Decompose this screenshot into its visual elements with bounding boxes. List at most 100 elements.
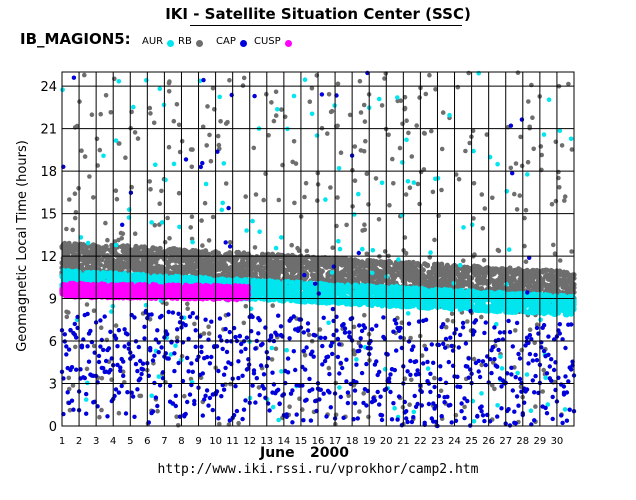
data-point-aur — [220, 200, 225, 206]
data-point-rb — [453, 172, 459, 177]
data-point-rb — [465, 319, 470, 324]
data-point-rb — [414, 123, 420, 128]
data-point-rb — [549, 201, 555, 207]
data-point-rb — [519, 163, 525, 169]
data-point-aur — [352, 212, 357, 217]
data-point-rb — [243, 303, 249, 309]
data-point-rb — [467, 140, 473, 146]
data-point-rb — [241, 75, 247, 81]
data-point-rb — [124, 243, 130, 249]
data-point-rb — [344, 222, 349, 228]
data-point-rb — [398, 98, 404, 103]
data-point-rb — [566, 81, 571, 87]
data-point-rb — [210, 214, 216, 220]
data-point-rb — [390, 156, 395, 162]
data-point-rb — [307, 99, 313, 104]
data-point-aur — [156, 374, 162, 379]
data-point-rb — [455, 84, 461, 90]
data-point-rb — [557, 185, 562, 190]
data-point-rb — [70, 227, 75, 233]
data-point-rb — [164, 301, 169, 307]
data-point-aur — [498, 354, 503, 359]
data-point-aur — [471, 419, 477, 424]
data-point-rb — [66, 375, 72, 381]
data-point-aur — [219, 207, 225, 213]
data-point-rb — [108, 110, 114, 115]
data-point-rb — [252, 245, 258, 250]
data-point-rb — [289, 242, 295, 248]
data-point-rb — [531, 146, 536, 152]
data-point-rb — [256, 385, 262, 390]
data-point-aur — [273, 245, 279, 251]
data-point-rb — [402, 94, 408, 100]
data-point-aur — [153, 162, 158, 168]
data-point-rb — [387, 203, 392, 208]
data-point-rb — [97, 262, 103, 268]
data-point-rb — [508, 165, 514, 171]
data-point-rb — [420, 267, 426, 273]
data-point-aur — [323, 197, 328, 202]
data-point-rb — [358, 110, 364, 115]
data-point-aur — [163, 177, 168, 183]
data-point-rb — [67, 407, 73, 413]
data-point-rb — [533, 404, 538, 409]
data-point-rb — [471, 216, 476, 221]
data-point-rb — [171, 118, 177, 124]
data-point-rb — [137, 393, 142, 399]
data-point-aur — [504, 189, 510, 194]
data-point-rb — [482, 206, 488, 211]
data-point-rb — [518, 384, 524, 390]
data-point-aur — [495, 161, 500, 167]
data-point-rb — [270, 303, 276, 308]
data-point-aur — [504, 281, 509, 287]
data-point-rb — [112, 76, 117, 82]
data-point-rb — [273, 89, 279, 95]
data-point-aur — [257, 229, 262, 234]
data-point-rb — [64, 314, 70, 320]
data-point-rb — [66, 310, 71, 315]
data-point-rb — [409, 154, 415, 159]
data-point-rb — [227, 240, 233, 245]
data-point-rb — [366, 414, 371, 420]
data-point-rb — [352, 178, 358, 183]
data-point-aur — [525, 172, 530, 177]
data-point-rb — [304, 248, 310, 254]
data-point-rb — [361, 148, 367, 154]
data-point-rb — [91, 343, 97, 349]
data-point-rb — [185, 301, 190, 307]
data-point-rb — [179, 354, 185, 359]
data-point-rb — [98, 111, 103, 117]
data-point-rb — [295, 261, 301, 267]
data-point-rb — [495, 247, 501, 253]
data-point-rb — [402, 105, 408, 111]
data-point-rb — [512, 191, 517, 197]
data-point-rb — [67, 197, 72, 202]
data-point-rb — [269, 357, 275, 362]
data-point-rb — [551, 242, 556, 248]
data-point-aur — [269, 345, 275, 351]
data-point-rb — [217, 421, 222, 427]
data-point-rb — [329, 108, 335, 114]
data-point-rb — [530, 115, 535, 120]
data-point-rb — [407, 185, 413, 190]
data-point-rb — [518, 134, 523, 140]
data-point-rb — [522, 215, 527, 221]
data-point-rb — [539, 152, 544, 158]
data-point-rb — [382, 76, 387, 81]
data-point-rb — [515, 70, 521, 75]
data-point-rb — [379, 103, 385, 108]
data-point-aur — [495, 403, 500, 408]
data-point-rb — [199, 218, 204, 223]
data-point-rb — [119, 236, 124, 241]
data-point-rb — [166, 264, 172, 270]
data-point-rb — [266, 133, 271, 138]
data-point-rb — [445, 318, 450, 323]
data-point-rb — [432, 375, 437, 381]
data-point-rb — [203, 248, 209, 254]
data-point-aur — [116, 79, 122, 84]
data-point-rb — [292, 200, 297, 206]
data-point-aur — [326, 320, 331, 326]
data-point-rb — [148, 187, 153, 192]
data-point-rb — [386, 132, 391, 138]
